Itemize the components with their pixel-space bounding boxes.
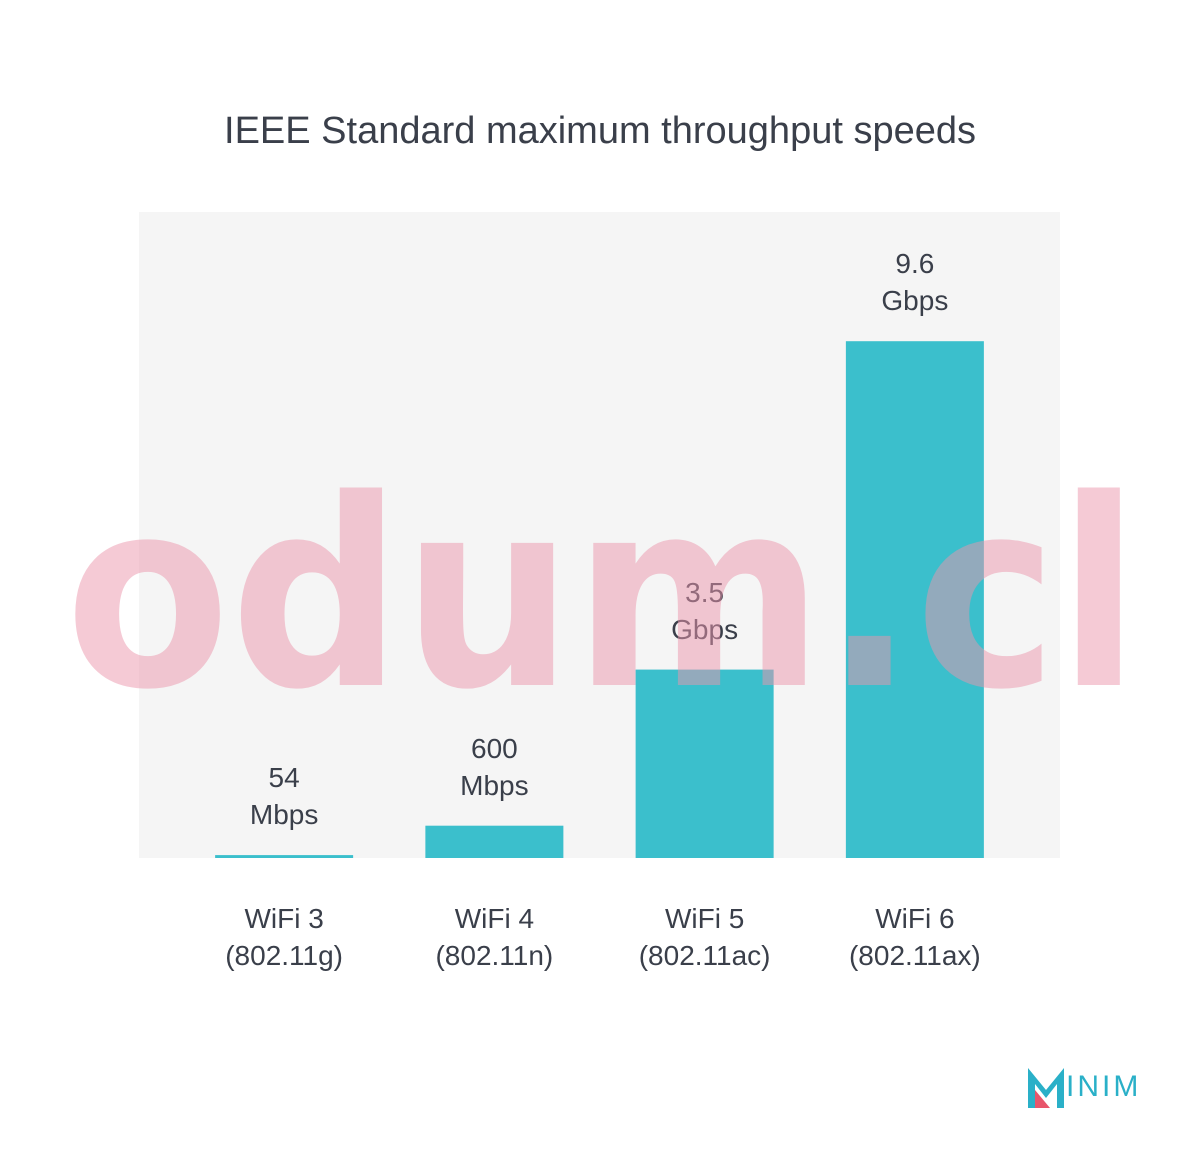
value-label: 54 Mbps bbox=[249, 762, 319, 831]
x-tick-label: WiFi 4 (802.11n) bbox=[435, 903, 554, 971]
bar bbox=[845, 341, 984, 858]
bar bbox=[425, 825, 564, 858]
x-tick-label: WiFi 3 (802.11g) bbox=[225, 903, 344, 971]
x-tick-label: WiFi 5 (802.11ac) bbox=[638, 903, 771, 971]
value-label: 9.6 Gbps bbox=[881, 248, 949, 317]
value-label: 3.5 Gbps bbox=[671, 576, 739, 645]
value-label: 600 Mbps bbox=[460, 732, 529, 801]
bar bbox=[635, 669, 774, 858]
chart-title: IEEE Standard maximum throughput speeds bbox=[224, 110, 976, 152]
logo-mark bbox=[1028, 1068, 1064, 1108]
bar bbox=[215, 855, 354, 858]
brand-text: INIM bbox=[1066, 1070, 1142, 1103]
x-tick-label: WiFi 6 (802.11ax) bbox=[848, 903, 981, 971]
